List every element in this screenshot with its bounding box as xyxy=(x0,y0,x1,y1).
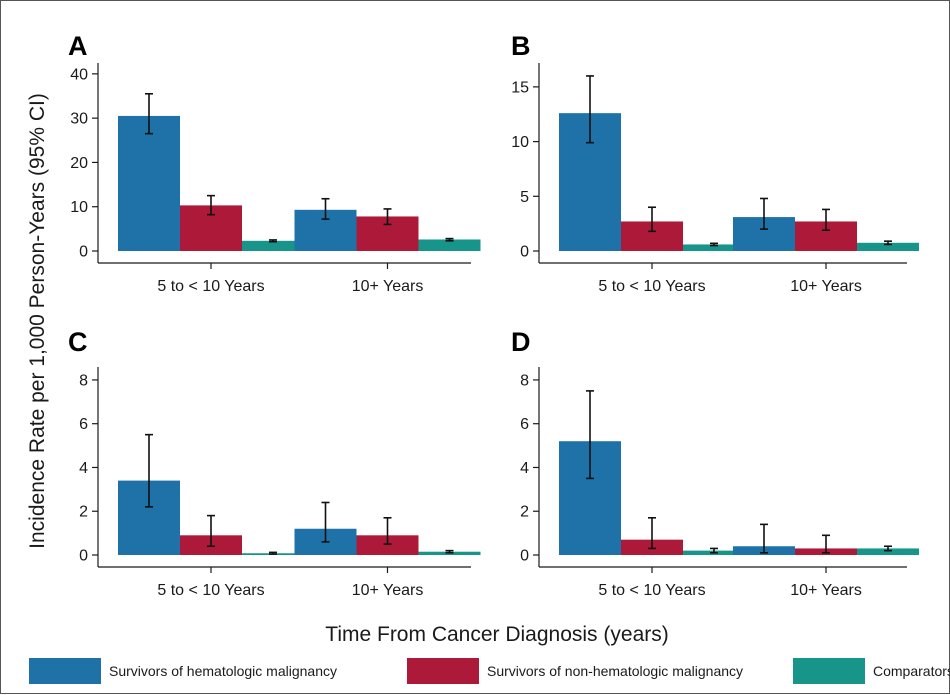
error-bar xyxy=(269,551,277,555)
x-tick-label: 5 to < 10 Years xyxy=(598,582,705,599)
x-tick-label: 5 to < 10 Years xyxy=(157,582,264,599)
bar xyxy=(418,239,481,251)
x-tick-label: 10+ Years xyxy=(352,582,424,599)
bar xyxy=(118,115,180,251)
legend-item: Comparators xyxy=(793,658,950,684)
y-tick-label: 6 xyxy=(520,416,529,433)
bar xyxy=(356,535,419,555)
error-bar xyxy=(822,534,830,554)
y-axis-title: Incidence Rate per 1,000 Person-Years (9… xyxy=(26,93,49,549)
panel-label: C xyxy=(68,327,88,357)
panel-a: A 0 10 20 30 40 5 to < 10 Years 10+ Years xyxy=(68,31,481,295)
legend-swatch xyxy=(793,658,865,684)
y-tick-label: 0 xyxy=(520,244,529,261)
bar xyxy=(242,240,304,251)
x-tick-label: 10+ Years xyxy=(352,278,424,295)
error-bar xyxy=(445,237,454,242)
y-tick-label: 0 xyxy=(520,548,529,565)
y-tick-label: 6 xyxy=(79,416,88,433)
x-tick-label: 10+ Years xyxy=(790,582,862,599)
error-bar xyxy=(648,516,656,550)
x-tick-label: 5 to < 10 Years xyxy=(598,278,705,295)
y-tick-label: 10 xyxy=(511,134,529,151)
error-bar xyxy=(884,545,892,552)
error-bar xyxy=(710,547,718,554)
y-tick-label: 40 xyxy=(70,66,88,83)
error-bar xyxy=(207,194,215,216)
y-tick-label: 4 xyxy=(520,460,529,477)
error-bar xyxy=(710,242,718,247)
y-tick-label: 10 xyxy=(70,199,88,216)
error-bar xyxy=(760,197,768,230)
error-bar xyxy=(383,208,392,226)
legend-swatch xyxy=(407,658,479,684)
panel-label: D xyxy=(511,327,531,357)
y-tick-label: 0 xyxy=(79,244,88,261)
legend-label: Survivors of non-hematologic malignancy xyxy=(487,663,743,679)
legend: Survivors of hematologic malignancy Survi… xyxy=(29,658,950,684)
error-bar xyxy=(760,523,768,554)
y-tick-label: 15 xyxy=(511,79,529,96)
legend-swatch xyxy=(29,658,101,684)
error-bar xyxy=(445,549,454,554)
y-tick-label: 4 xyxy=(79,460,88,477)
legend-label: Comparators xyxy=(873,663,950,679)
panel-c: C 0 2 4 6 8 5 to < 10 Years 10+ Years xyxy=(68,327,481,599)
bar xyxy=(683,244,745,251)
error-bar xyxy=(207,514,215,548)
x-tick-label: 10+ Years xyxy=(790,278,862,295)
y-tick-label: 20 xyxy=(70,155,88,172)
y-tick-label: 30 xyxy=(70,111,88,128)
error-bar xyxy=(648,206,656,233)
y-tick-label: 8 xyxy=(520,372,529,389)
y-tick-label: 8 xyxy=(79,372,88,389)
panel-b: B 0 5 10 15 5 to < 10 Years 10+ Years xyxy=(511,31,919,295)
y-tick-label: 5 xyxy=(520,189,529,206)
y-tick-label: 2 xyxy=(520,504,529,521)
legend-item: Survivors of non-hematologic malignancy xyxy=(407,658,743,684)
y-tick-label: 0 xyxy=(79,548,88,565)
error-bar xyxy=(269,239,277,243)
panel-d: D 0 2 4 6 8 5 to < 10 Years 10+ Years xyxy=(511,327,919,599)
error-bar xyxy=(321,501,330,543)
panel-label: A xyxy=(68,31,88,61)
x-tick-label: 5 to < 10 Years xyxy=(157,278,264,295)
error-bar xyxy=(145,92,153,135)
error-bar xyxy=(383,516,392,545)
bar xyxy=(857,242,919,251)
error-bar xyxy=(586,75,594,144)
panel-label: B xyxy=(511,31,531,61)
legend-item: Survivors of hematologic malignancy xyxy=(29,658,337,684)
error-bar xyxy=(145,433,153,508)
error-bar xyxy=(884,240,892,246)
legend-label: Survivors of hematologic malignancy xyxy=(109,663,337,679)
x-axis-title: Time From Cancer Diagnosis (years) xyxy=(325,623,668,646)
error-bar xyxy=(321,197,330,220)
bar xyxy=(857,548,919,555)
error-bar xyxy=(586,390,594,480)
y-tick-label: 2 xyxy=(79,504,88,521)
error-bar xyxy=(822,208,830,232)
